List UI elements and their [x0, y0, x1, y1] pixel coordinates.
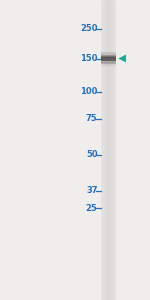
Bar	[110, 0, 111, 300]
Bar	[100, 59, 116, 60]
Bar	[100, 65, 116, 66]
Bar	[100, 56, 116, 61]
Bar	[100, 51, 116, 52]
Text: 250: 250	[80, 24, 98, 33]
Bar	[100, 61, 116, 62]
Bar	[100, 55, 116, 56]
Bar	[113, 0, 114, 300]
Bar	[107, 0, 108, 300]
Text: 25: 25	[86, 204, 98, 213]
Bar	[100, 54, 116, 55]
Bar	[100, 58, 116, 59]
Bar	[102, 0, 103, 300]
Bar	[100, 66, 116, 67]
Text: 37: 37	[86, 186, 98, 195]
Bar	[104, 0, 105, 300]
Bar	[100, 62, 116, 63]
Text: 50: 50	[86, 150, 98, 159]
Text: 100: 100	[80, 87, 98, 96]
Text: 75: 75	[86, 114, 98, 123]
Bar	[100, 63, 116, 64]
Bar	[100, 63, 116, 64]
Bar	[109, 0, 110, 300]
Bar	[100, 51, 116, 52]
Bar	[105, 0, 106, 300]
Bar	[100, 52, 116, 53]
Bar	[100, 0, 116, 300]
Bar	[100, 50, 116, 51]
Bar	[100, 65, 116, 66]
Bar	[100, 53, 116, 54]
Bar	[100, 64, 116, 65]
Bar	[100, 62, 116, 63]
Bar	[100, 60, 116, 61]
Bar	[100, 61, 116, 62]
Bar	[114, 0, 115, 300]
Bar	[108, 0, 109, 300]
Bar	[115, 0, 116, 300]
Bar	[100, 64, 116, 65]
Text: 150: 150	[80, 54, 98, 63]
Bar	[100, 59, 116, 60]
Bar	[103, 0, 104, 300]
Bar	[100, 0, 101, 300]
Bar	[100, 57, 116, 58]
Bar	[100, 60, 116, 61]
Bar	[101, 0, 102, 300]
Bar	[100, 52, 116, 53]
Bar	[100, 61, 116, 62]
Bar	[112, 0, 113, 300]
Bar	[100, 56, 116, 57]
Bar	[106, 0, 107, 300]
